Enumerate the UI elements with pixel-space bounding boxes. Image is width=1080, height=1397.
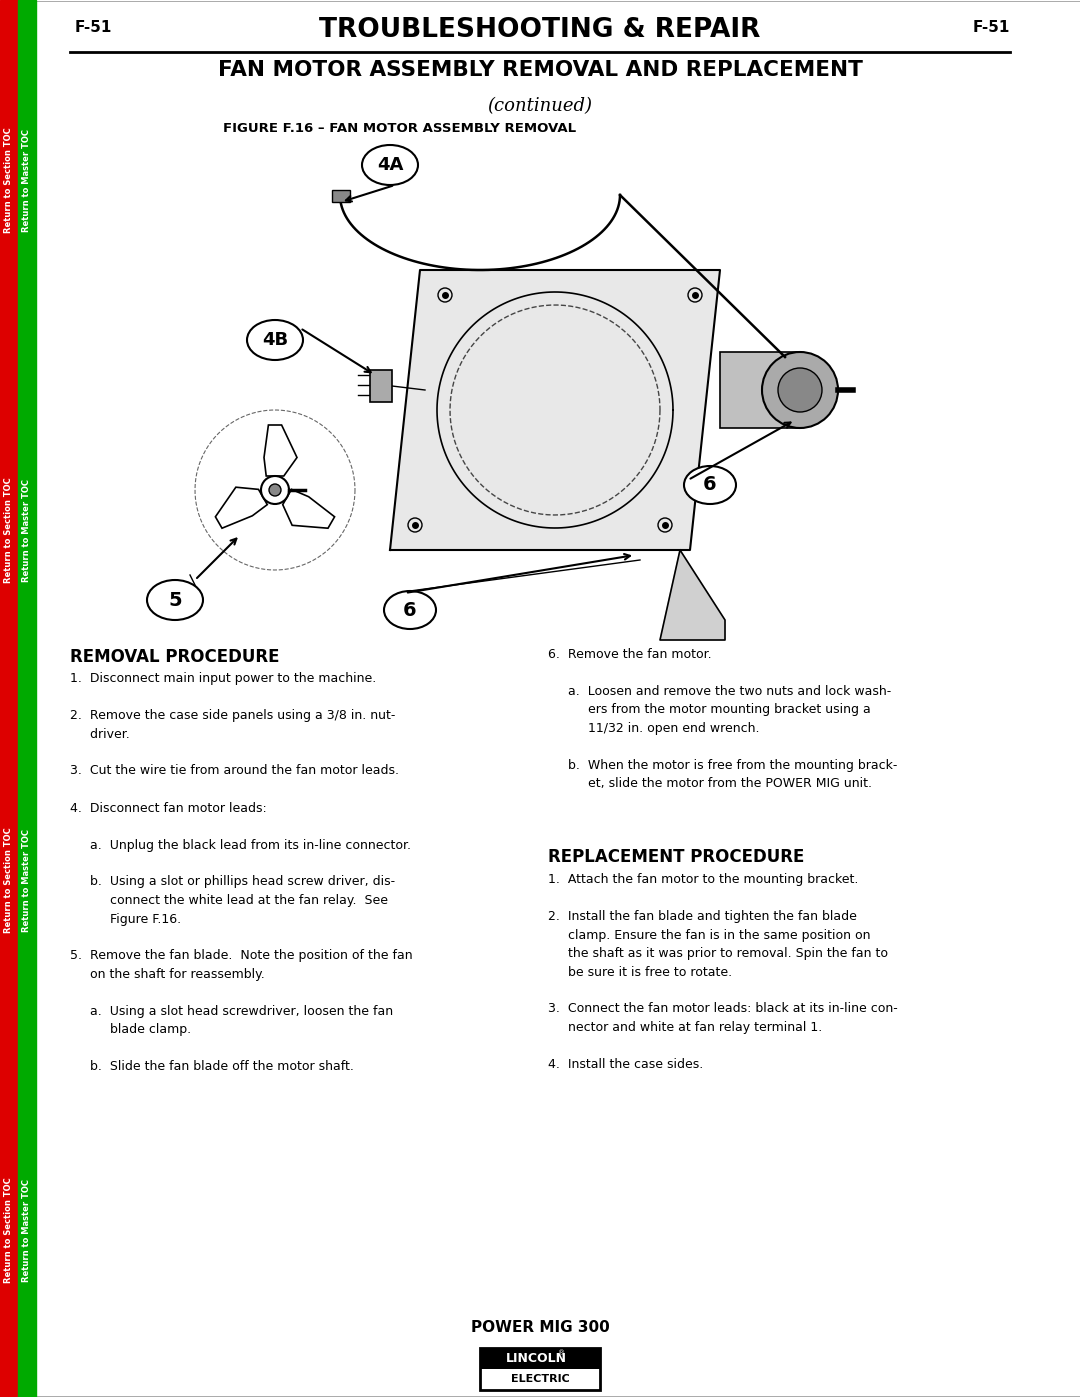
Text: Return to Section TOC: Return to Section TOC	[4, 127, 14, 233]
Bar	[480, 1348, 600, 1390]
Text: 6: 6	[703, 475, 717, 495]
Circle shape	[261, 476, 289, 504]
Polygon shape	[215, 488, 267, 528]
Text: 4B: 4B	[262, 331, 288, 349]
Polygon shape	[283, 489, 335, 528]
Polygon shape	[390, 270, 720, 550]
Ellipse shape	[247, 320, 303, 360]
Text: 6.  Remove the fan motor.

     a.  Loosen and remove the two nuts and lock wash: 6. Remove the fan motor. a. Loosen and r…	[548, 648, 897, 791]
Text: F-51: F-51	[75, 20, 112, 35]
Text: Return to Section TOC: Return to Section TOC	[4, 1178, 14, 1282]
Ellipse shape	[384, 591, 436, 629]
Text: TROUBLESHOOTING & REPAIR: TROUBLESHOOTING & REPAIR	[320, 17, 760, 43]
Circle shape	[269, 483, 281, 496]
Circle shape	[762, 352, 838, 427]
Text: F-51: F-51	[973, 20, 1010, 35]
Bar	[18, 0, 36, 1397]
Text: LINCOLN: LINCOLN	[505, 1351, 567, 1365]
Text: FAN MOTOR ASSEMBLY REMOVAL AND REPLACEMENT: FAN MOTOR ASSEMBLY REMOVAL AND REPLACEME…	[217, 60, 863, 80]
Text: Return to Section TOC: Return to Section TOC	[4, 827, 14, 933]
Ellipse shape	[362, 145, 418, 184]
Text: Return to Master TOC: Return to Master TOC	[23, 129, 31, 232]
Text: 4A: 4A	[377, 156, 403, 175]
Text: FIGURE F.16 – FAN MOTOR ASSEMBLY REMOVAL: FIGURE F.16 – FAN MOTOR ASSEMBLY REMOVAL	[224, 122, 577, 136]
Ellipse shape	[147, 580, 203, 620]
Bar	[480, 1348, 600, 1369]
Text: POWER MIG 300: POWER MIG 300	[471, 1320, 609, 1336]
Bar	[0, 0, 18, 1397]
Text: Return to Section TOC: Return to Section TOC	[4, 478, 14, 583]
Text: REMOVAL PROCEDURE: REMOVAL PROCEDURE	[70, 648, 280, 666]
Bar	[332, 190, 350, 203]
Polygon shape	[660, 550, 725, 640]
Text: (continued): (continued)	[487, 96, 593, 115]
Text: Return to Master TOC: Return to Master TOC	[23, 1179, 31, 1281]
Polygon shape	[264, 425, 297, 476]
Text: Return to Master TOC: Return to Master TOC	[23, 828, 31, 932]
Text: REPLACEMENT PROCEDURE: REPLACEMENT PROCEDURE	[548, 848, 805, 866]
Bar	[370, 370, 392, 402]
Circle shape	[778, 367, 822, 412]
Text: Return to Master TOC: Return to Master TOC	[23, 479, 31, 581]
Text: 1.  Disconnect main input power to the machine.

2.  Remove the case side panels: 1. Disconnect main input power to the ma…	[70, 672, 413, 1073]
Text: 1.  Attach the fan motor to the mounting bracket.

2.  Install the fan blade and: 1. Attach the fan motor to the mounting …	[548, 873, 897, 1071]
Text: 6: 6	[403, 601, 417, 619]
Ellipse shape	[684, 467, 735, 504]
Text: ®: ®	[558, 1350, 566, 1356]
Bar	[720, 352, 800, 427]
Text: ELECTRIC: ELECTRIC	[511, 1375, 569, 1384]
Text: 5: 5	[168, 591, 181, 609]
